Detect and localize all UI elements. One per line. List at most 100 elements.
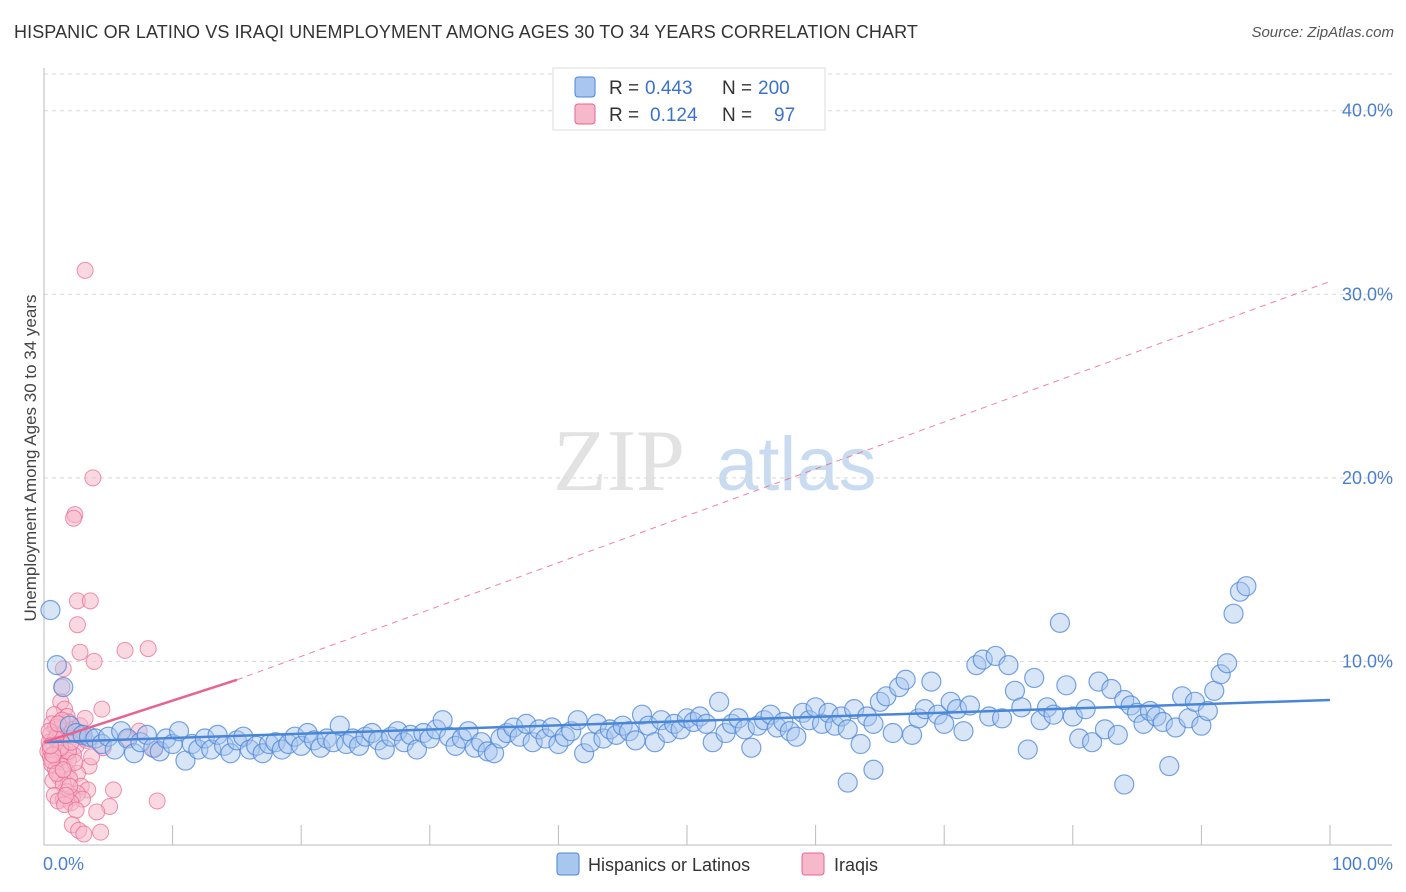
watermark-atlas: atlas bbox=[716, 422, 877, 507]
trend-iraqis bbox=[43, 678, 238, 744]
point-hispanics-131 bbox=[882, 722, 903, 744]
point-iraqis-11 bbox=[54, 660, 72, 678]
point-hispanics-152 bbox=[1017, 739, 1038, 760]
point-hispanics-31 bbox=[239, 739, 260, 760]
y-tick-label-1: 20.0% bbox=[1342, 468, 1393, 488]
point-hispanics-99 bbox=[676, 708, 698, 729]
point-hispanics-157 bbox=[1049, 612, 1071, 633]
point-hispanics-102 bbox=[696, 713, 717, 734]
point-hispanics-81 bbox=[561, 721, 582, 742]
point-hispanics-164 bbox=[1094, 719, 1116, 740]
chart-source: Source: ZipAtlas.com bbox=[1251, 24, 1394, 41]
point-hispanics-162 bbox=[1081, 732, 1103, 753]
point-hispanics-45 bbox=[329, 715, 350, 736]
point-hispanics-180 bbox=[1197, 700, 1218, 722]
point-hispanics-95 bbox=[651, 710, 672, 731]
point-hispanics-126 bbox=[850, 733, 871, 755]
point-hispanics-13 bbox=[123, 743, 145, 764]
point-hispanics-174 bbox=[1159, 755, 1180, 777]
trend-lines bbox=[43, 280, 1331, 744]
point-hispanics-142 bbox=[953, 721, 974, 742]
legend-r-value-1: 0.443 bbox=[645, 78, 693, 99]
y-tick-labels: 10.0% 20.0% 30.0% 40.0% bbox=[1342, 101, 1393, 672]
point-hispanics-52 bbox=[374, 739, 395, 760]
point-hispanics-165 bbox=[1101, 678, 1122, 700]
point-hispanics-167 bbox=[1114, 689, 1135, 711]
legend-n-value-2: 97 bbox=[774, 105, 795, 126]
point-hispanics-7 bbox=[85, 728, 106, 749]
point-hispanics-169 bbox=[1126, 702, 1148, 723]
point-hispanics-187 bbox=[837, 772, 858, 793]
point-hispanics-173 bbox=[1152, 711, 1173, 733]
bottom-legend-label-2: Iraqis bbox=[834, 855, 878, 875]
point-iraqis-70 bbox=[67, 801, 85, 819]
point-hispanics-66 bbox=[464, 737, 485, 758]
legend-r-label-1: R = bbox=[609, 78, 639, 99]
point-hispanics-139 bbox=[934, 713, 955, 734]
point-iraqis-89 bbox=[57, 786, 75, 804]
x-tick-label-min: 0.0% bbox=[43, 854, 84, 874]
point-iraqis-8 bbox=[116, 641, 134, 659]
point-iraqis-65 bbox=[148, 792, 166, 810]
point-hispanics-24 bbox=[194, 728, 215, 749]
y-axis-label: Unemployment Among Ages 30 to 34 years bbox=[21, 295, 40, 622]
point-hispanics-83 bbox=[574, 743, 595, 764]
legend-n-label-2: N = bbox=[722, 105, 752, 126]
point-iraqis-15 bbox=[93, 700, 111, 718]
point-hispanics-115 bbox=[779, 721, 800, 742]
point-hispanics-28 bbox=[220, 743, 241, 764]
point-hispanics-149 bbox=[998, 654, 1019, 676]
point-hispanics-84 bbox=[580, 732, 601, 753]
correlation-legend: R = 0.443 N = 200 R = 0.124 N = 97 bbox=[552, 67, 826, 131]
trend-hispanics bbox=[43, 698, 1331, 744]
point-hispanics-74 bbox=[516, 713, 537, 734]
point-hispanics-182 bbox=[1210, 664, 1231, 685]
legend-r-label-2: R = bbox=[609, 105, 639, 126]
x-tick-label-max: 100.0% bbox=[1332, 854, 1393, 874]
series-legend: Hispanics or Latinos Iraqis bbox=[556, 852, 878, 876]
point-hispanics-144 bbox=[966, 654, 987, 676]
legend-box bbox=[552, 67, 826, 131]
watermark-zip: ZIP bbox=[553, 413, 685, 510]
point-hispanics-124 bbox=[837, 719, 858, 740]
point-hispanics-153 bbox=[1024, 667, 1045, 689]
point-hispanics-133 bbox=[895, 669, 916, 690]
point-hispanics-183 bbox=[1217, 653, 1238, 674]
bottom-legend-swatch-pink bbox=[801, 852, 825, 876]
point-iraqis-7 bbox=[71, 643, 89, 661]
point-hispanics-75 bbox=[522, 732, 543, 753]
point-iraqis-5 bbox=[81, 592, 99, 610]
point-hispanics-22 bbox=[181, 733, 202, 755]
point-hispanics-20 bbox=[168, 721, 190, 742]
point-hispanics-151 bbox=[1011, 697, 1032, 718]
point-iraqis-6 bbox=[68, 616, 86, 634]
point-hispanics-128 bbox=[863, 713, 884, 734]
point-hispanics-163 bbox=[1088, 671, 1109, 692]
y-tick-label-3: 40.0% bbox=[1342, 101, 1393, 121]
point-hispanics-1 bbox=[46, 654, 67, 676]
bottom-legend-swatch-blue bbox=[556, 852, 580, 876]
point-iraqis-10 bbox=[85, 652, 103, 670]
point-hispanics-0 bbox=[40, 599, 61, 621]
point-hispanics-36 bbox=[271, 739, 293, 760]
point-iraqis-71 bbox=[88, 803, 106, 821]
point-iraqis-1 bbox=[84, 469, 102, 487]
point-hispanics-158 bbox=[1056, 675, 1077, 696]
point-hispanics-89 bbox=[612, 715, 633, 736]
point-hispanics-104 bbox=[709, 691, 730, 712]
point-iraqis-3 bbox=[65, 509, 83, 527]
point-hispanics-172 bbox=[1146, 706, 1167, 727]
bottom-legend-label-1: Hispanics or Latinos bbox=[588, 855, 750, 875]
point-hispanics-109 bbox=[741, 737, 762, 758]
point-iraqis-74 bbox=[75, 825, 93, 843]
trend-iraqis-extension bbox=[236, 280, 1331, 681]
point-iraqis-58 bbox=[104, 781, 122, 799]
point-hispanics-92 bbox=[631, 704, 653, 725]
chart-title: HISPANIC OR LATINO VS IRAQI UNEMPLOYMENT… bbox=[14, 22, 918, 42]
point-hispanics-160 bbox=[1069, 728, 1090, 749]
point-hispanics-17 bbox=[149, 741, 170, 762]
point-hispanics-82 bbox=[567, 710, 588, 731]
point-hispanics-188 bbox=[863, 759, 884, 780]
point-hispanics-166 bbox=[1107, 724, 1128, 745]
